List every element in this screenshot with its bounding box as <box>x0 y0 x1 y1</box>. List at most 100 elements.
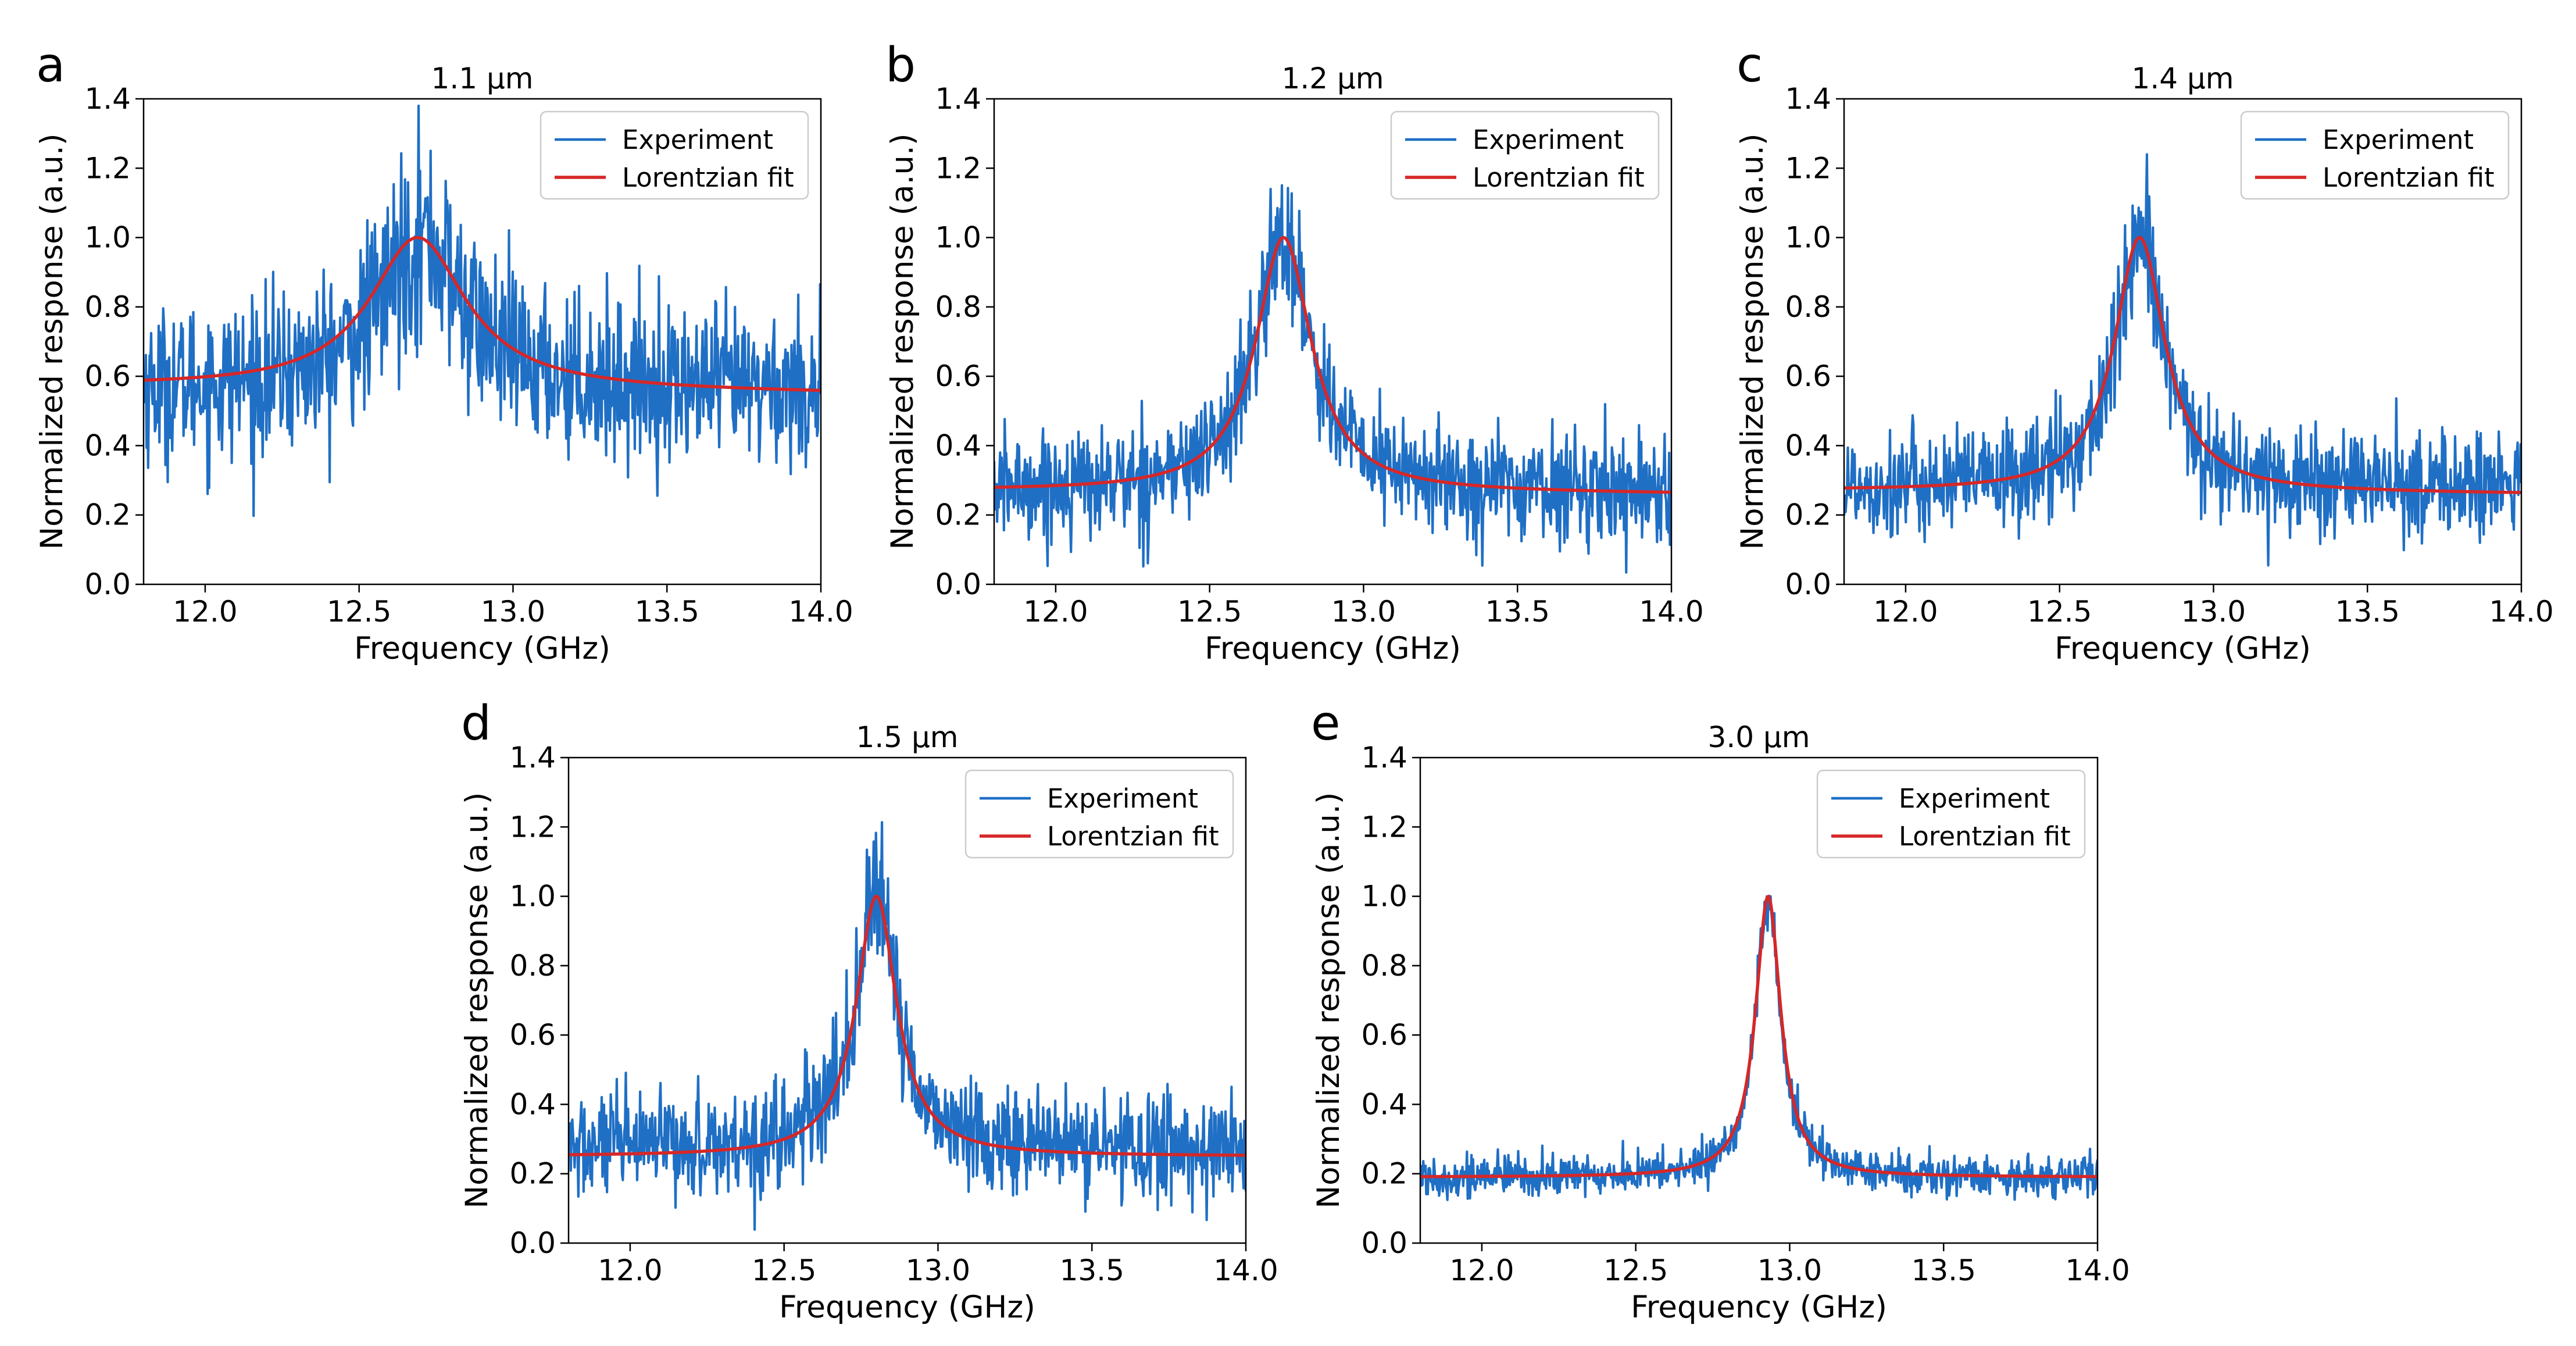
y-tick-label: 1.2 <box>1361 810 1407 844</box>
legend-box <box>1816 769 2086 859</box>
series-lorentzian-fit <box>1420 894 2098 1179</box>
x-tick-label: 12.0 <box>598 1254 662 1287</box>
axes-frame <box>1843 98 2523 585</box>
x-tick-label: 13.5 <box>1485 595 1550 629</box>
axes-frame <box>567 756 1247 1244</box>
series-experiment <box>1420 895 2098 1201</box>
legend: Experiment Lorentzian fit <box>964 769 1234 859</box>
y-tick-label: 0.4 <box>935 429 981 462</box>
x-tick-label: 13.5 <box>2335 595 2400 629</box>
y-tick-label: 1.2 <box>84 151 131 185</box>
axes-frame <box>142 98 822 585</box>
series-lorentzian-fit <box>1844 235 2521 494</box>
legend: Experiment Lorentzian fit <box>2240 110 2510 200</box>
y-tick-label: 0.6 <box>1785 359 1831 393</box>
axes-frame <box>993 98 1673 585</box>
x-tick-label: 12.0 <box>1449 1254 1514 1287</box>
y-tick-label: 1.2 <box>1785 151 1831 185</box>
panel-letter: e <box>1311 696 1340 751</box>
x-tick-label: 12.5 <box>2027 595 2092 629</box>
x-tick-label: 12.5 <box>1177 595 1242 629</box>
legend-label: Lorentzian fit <box>1047 821 1219 852</box>
y-tick-label: 0.6 <box>1361 1018 1407 1052</box>
panel-d: d 1.5 µm 12.0 12.5 13.0 13.5 14.0 0.0 0.2 0.4 0.6 0… <box>459 696 1278 1325</box>
panel-c: c 1.4 µm 12.0 12.5 13.0 13.5 14.0 0.0 0.2 0.4 0.6 0… <box>1735 38 2554 666</box>
y-tick-label: 1.0 <box>509 880 556 913</box>
panel-b: b 1.2 µm 12.0 12.5 13.0 13.5 14.0 0.0 0.2 0.4 0.6 0… <box>885 38 1704 666</box>
y-tick-label: 1.0 <box>1361 880 1407 913</box>
y-tick-label: 0.6 <box>84 359 131 393</box>
y-tick-label: 0.8 <box>1785 290 1831 324</box>
y-tick-label: 0.4 <box>84 429 131 462</box>
series-experiment <box>1844 153 2521 567</box>
y-tick-label: 0.2 <box>84 498 131 532</box>
series-lorentzian-fit <box>569 894 1246 1157</box>
x-tick-label: 13.5 <box>1060 1254 1124 1287</box>
panel-letter: d <box>461 696 491 751</box>
y-tick-label: 0.4 <box>1361 1087 1407 1121</box>
legend-box <box>1390 110 1660 200</box>
y-axis-label: Normalized response (a.u.) <box>1311 792 1346 1208</box>
panel-letter: c <box>1737 38 1763 93</box>
legend-box <box>540 110 809 200</box>
legend: Experiment Lorentzian fit <box>540 110 809 200</box>
y-tick-label: 1.4 <box>509 741 556 774</box>
y-axis-label: Normalized response (a.u.) <box>885 133 920 549</box>
legend-label: Lorentzian fit <box>1473 162 1645 193</box>
x-tick-label: 13.0 <box>1331 595 1396 629</box>
x-tick-label: 13.0 <box>2181 595 2246 629</box>
x-tick-label: 12.5 <box>752 1254 816 1287</box>
x-tick-label: 14.0 <box>1213 1254 1278 1287</box>
x-tick-label: 13.0 <box>1757 1254 1822 1287</box>
y-tick-label: 1.4 <box>84 82 131 116</box>
x-tick-label: 13.5 <box>1912 1254 1976 1287</box>
y-tick-label: 0.2 <box>1361 1157 1407 1191</box>
y-tick-label: 0.0 <box>509 1226 556 1260</box>
legend: Experiment Lorentzian fit <box>1390 110 1660 200</box>
series-experiment <box>994 184 1671 574</box>
legend-box <box>964 769 1234 859</box>
y-tick-label: 1.4 <box>1785 82 1831 116</box>
panel-a: a 1.1 µm 12.0 12.5 13.0 13.5 14.0 0.0 0.2 0.4 0.6 0… <box>34 38 853 666</box>
legend-label: Experiment <box>1047 783 1198 814</box>
y-tick-label: 0.6 <box>509 1018 556 1052</box>
y-tick-label: 0.4 <box>509 1087 556 1121</box>
legend-box <box>2240 110 2510 200</box>
x-axis-label: Frequency (GHz) <box>779 1290 1035 1325</box>
chart-title: 1.1 µm <box>431 62 534 95</box>
chart-title: 1.2 µm <box>1282 62 1384 95</box>
panel-letter: a <box>36 38 65 93</box>
y-tick-label: 1.4 <box>935 82 981 116</box>
y-tick-label: 0.0 <box>1785 567 1831 601</box>
legend-label: Experiment <box>1473 124 1624 155</box>
y-tick-label: 0.0 <box>935 567 981 601</box>
chart-title: 1.5 µm <box>856 720 959 754</box>
series-lorentzian-fit <box>144 235 821 392</box>
y-axis-label: Normalized response (a.u.) <box>459 792 495 1208</box>
x-tick-label: 13.0 <box>481 595 545 629</box>
y-tick-label: 1.0 <box>84 221 131 255</box>
series-experiment <box>569 821 1246 1231</box>
panel-e: e 3.0 µm 12.0 12.5 13.0 13.5 14.0 0.0 0.2 0.4 0.6 0… <box>1311 696 2130 1325</box>
x-axis-label: Frequency (GHz) <box>1631 1290 1887 1325</box>
x-axis-label: Frequency (GHz) <box>2055 631 2311 666</box>
x-tick-label: 12.5 <box>327 595 391 629</box>
y-axis-label: Normalized response (a.u.) <box>1735 133 1770 549</box>
x-tick-label: 13.0 <box>906 1254 970 1287</box>
x-tick-label: 12.0 <box>1873 595 1938 629</box>
legend-label: Experiment <box>2323 124 2474 155</box>
series-experiment <box>144 104 821 517</box>
x-tick-label: 12.0 <box>1023 595 1088 629</box>
y-tick-label: 0.8 <box>84 290 131 324</box>
y-tick-label: 1.0 <box>1785 221 1831 255</box>
legend-label: Experiment <box>622 124 773 155</box>
y-tick-label: 0.4 <box>1785 429 1831 462</box>
y-tick-label: 0.2 <box>509 1157 556 1191</box>
x-axis-label: Frequency (GHz) <box>1205 631 1461 666</box>
x-tick-label: 12.5 <box>1603 1254 1668 1287</box>
y-tick-label: 0.2 <box>935 498 981 532</box>
y-axis-label: Normalized response (a.u.) <box>34 133 70 549</box>
axes-frame <box>1419 756 2099 1244</box>
x-tick-label: 14.0 <box>2065 1254 2130 1287</box>
